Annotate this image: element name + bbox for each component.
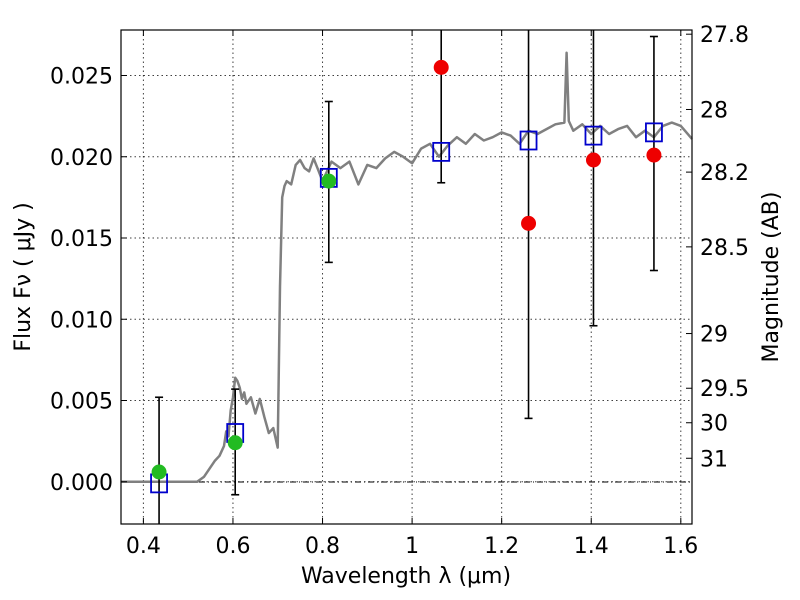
x-tick-label: 1.2: [484, 534, 519, 559]
x-tick-label: 0.6: [215, 534, 250, 559]
red-detection-point: [433, 59, 449, 75]
y2-tick-label: 31: [700, 447, 728, 472]
model-photometry-square: [432, 141, 451, 162]
y2-tick-label: 27.8: [700, 23, 749, 48]
y-tick-label: 0.020: [50, 146, 113, 171]
axis-ticks: [121, 30, 692, 524]
y2-tick-label: 28.5: [700, 236, 749, 261]
y2-tick-label: 29.5: [700, 377, 749, 402]
y-tick-label: 0.000: [50, 471, 113, 496]
green-detection-point: [227, 435, 243, 451]
grid: [121, 30, 692, 524]
x-tick-labels: 0.4 0.6 0.8 1 1.2 1.4 1.6: [126, 534, 698, 559]
x-tick-label: 1.6: [663, 534, 698, 559]
green-detection-point: [321, 173, 337, 189]
x-tick-label: 1: [405, 534, 419, 559]
x-tick-label: 0.4: [126, 534, 161, 559]
model-photometry-square: [645, 122, 663, 143]
y2-tick-label: 28.2: [700, 161, 749, 186]
error-bars: [155, 30, 658, 524]
observed-photometry-points: [151, 59, 662, 480]
model-spectrum-line: [121, 51, 693, 484]
y-tick-label: 0.025: [50, 65, 113, 90]
y2-axis-label: Magnitude (AB): [759, 192, 784, 363]
model-spectrum: [121, 51, 693, 484]
y-tick-labels: 0.000 0.005 0.010 0.015 0.020 0.025: [50, 65, 113, 496]
green-detection-point: [151, 464, 167, 480]
model-photometry-square: [584, 125, 603, 146]
model-photometry-square: [519, 130, 538, 151]
y2-tick-labels: 27.8 28 28.2 28.5 29 29.5 30 31: [700, 23, 749, 472]
y2-tick-label: 29: [700, 323, 728, 348]
y-tick-label: 0.015: [50, 227, 113, 252]
red-detection-point: [521, 215, 537, 231]
y-tick-label: 0.005: [50, 390, 113, 415]
y2-tick-label: 28: [700, 98, 728, 123]
x-tick-label: 0.8: [305, 534, 340, 559]
plot-frame: [120, 29, 693, 525]
x-axis-label: Wavelength λ (μm): [301, 564, 511, 589]
red-detection-point: [646, 147, 662, 163]
y-axis-label: Flux Fν ( μJy ): [11, 202, 36, 351]
x-tick-label: 1.4: [574, 534, 609, 559]
y-tick-label: 0.010: [50, 308, 113, 333]
model-photometry-points: [150, 122, 663, 494]
y2-tick-label: 30: [700, 412, 728, 437]
red-detection-point: [585, 152, 601, 168]
